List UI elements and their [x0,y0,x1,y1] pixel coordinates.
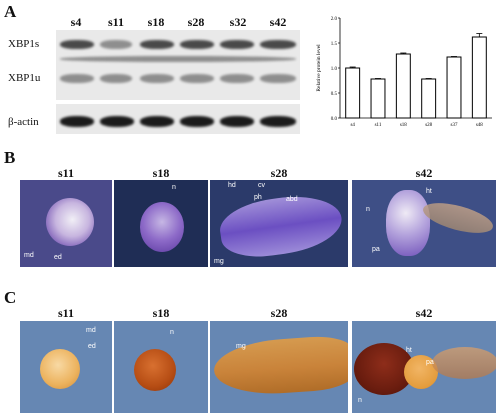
x-tick-label: s11 [375,123,382,128]
in-situ-image-s11: md ed [20,180,112,267]
annotation-mg: mg [214,258,224,265]
embryo-image-s11: md ed [20,321,112,413]
annotation-md: md [86,327,96,334]
in-situ-image-s28: hd cv ph abd mg [210,180,348,267]
xbp1u-label: XBP1u [8,72,41,84]
y-tick-label: 2.0 [331,17,338,22]
panel-b-label: B [4,148,16,167]
blot-stage-label: s11 [107,15,124,29]
annotation-ed: ed [88,343,96,350]
bar [421,78,437,119]
embryo-image-s42: ht pa n [352,321,496,413]
annotation-pa: pa [426,359,434,366]
y-tick-label: 0.5 [331,92,338,97]
x-tick-label: s18 [400,123,407,128]
xbp1s-label: XBP1s [8,38,40,50]
y-tick-label: 0.0 [331,117,338,122]
blot-stage-label: s4 [70,15,82,29]
annotation-ed: ed [54,254,62,261]
panel-b-stage-label: s11 [57,166,74,180]
bar [471,36,487,119]
annotation-cv: cv [258,182,265,189]
panel-b-stage-label: s28 [270,166,288,180]
x-tick-label: s37 [451,123,458,128]
relative-protein-bar-chart: 0.0 0.5 1.0 1.5 2.0 s4 s11 s18 s28 s37 s48 Relative… [316,17,492,128]
x-tick-label: s48 [476,123,483,128]
annotation-hd: hd [228,182,236,189]
in-situ-image-s18: n [114,180,208,267]
blot-stage-label: s18 [147,15,165,29]
beta-actin-label: β-actin [8,116,39,128]
panel-b-stage-label: s42 [415,166,433,180]
y-tick-label: 1.5 [331,42,338,47]
embryo-image-s28: mg [210,321,348,413]
bar [370,78,386,119]
annotation-n: n [172,184,176,191]
blot-stage-label: s28 [187,15,205,29]
x-tick-label: s4 [350,123,355,128]
y-axis-label: Relative protein level [316,44,322,92]
panel-c-label: C [4,288,17,307]
annotation-n: n [170,329,174,336]
blot-stage-label: s42 [269,15,287,29]
annotation-ph: ph [254,194,262,201]
panel-c-stage-label: s42 [415,306,433,320]
embryo-image-s18: n [114,321,208,413]
y-tick-label: 1.0 [331,67,338,72]
x-tick-label: s28 [425,123,432,128]
blot-stage-label: s32 [229,15,247,29]
annotation-n: n [358,397,362,404]
panel-a-label: A [4,2,17,21]
annotation-ht: ht [426,188,432,195]
panel-c-stage-label: s18 [152,306,170,320]
panel-c-stage-label: s28 [270,306,288,320]
panel-c-stage-label: s11 [57,306,74,320]
annotation-n: n [366,206,370,213]
annotation-pa: pa [372,246,380,253]
annotation-md: md [24,252,34,259]
panel-b-stage-label: s18 [152,166,170,180]
bar [395,53,411,119]
annotation-abd: abd [286,196,298,203]
in-situ-image-s42: n ht pa [352,180,496,267]
bar [446,56,462,119]
bar [345,67,361,119]
annotation-mg: mg [236,343,246,350]
western-blot-image [56,30,300,134]
annotation-ht: ht [406,347,412,354]
